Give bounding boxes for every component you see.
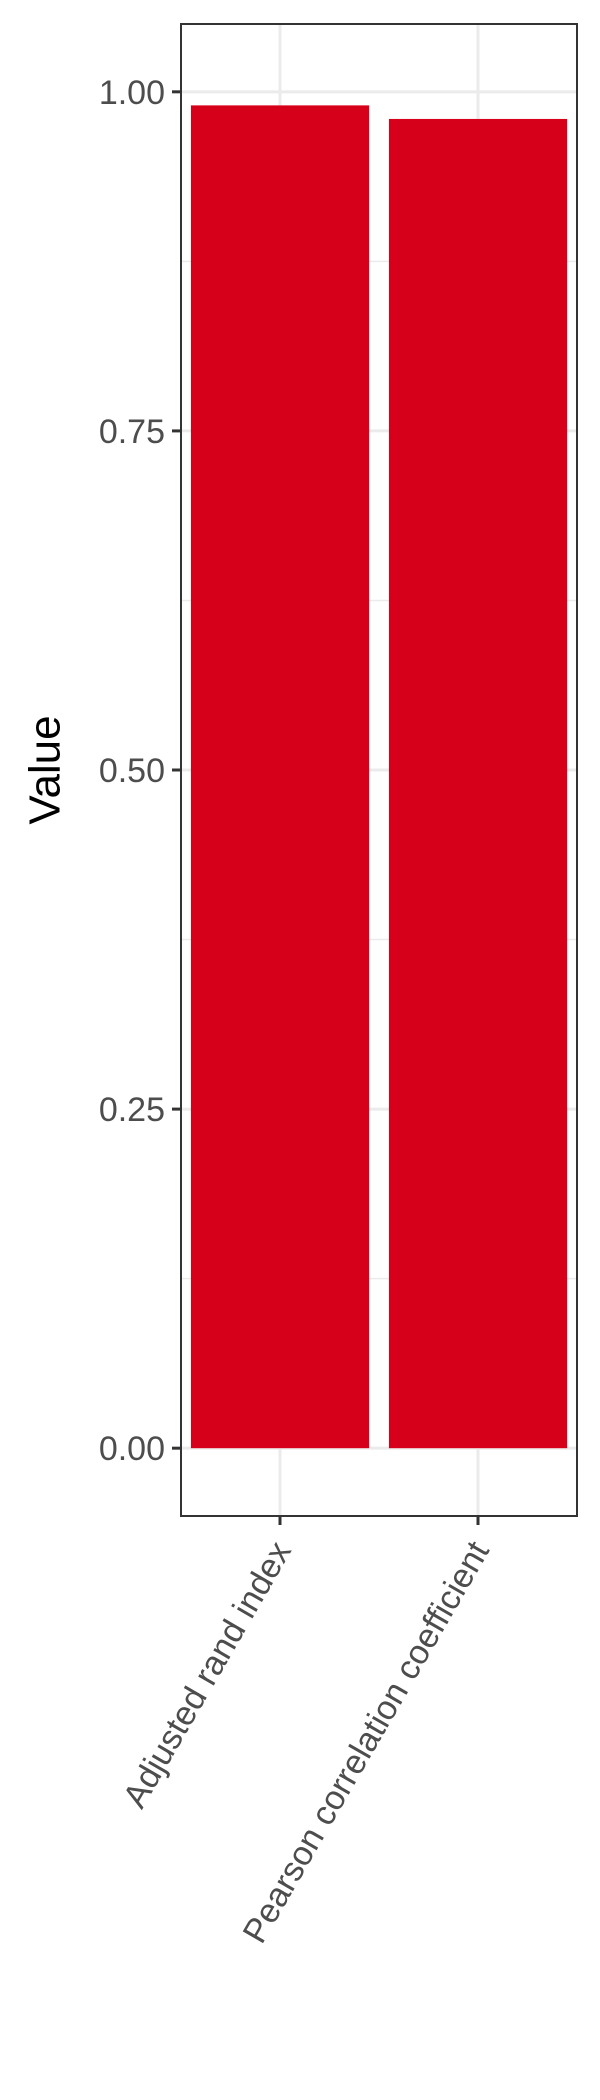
bars — [190, 105, 568, 1449]
x-tick-label: Adjusted rand index — [116, 1535, 299, 1814]
bar — [388, 118, 568, 1449]
y-tick-label: 0.50 — [99, 752, 165, 790]
y-tick-label: 0.25 — [99, 1091, 165, 1129]
y-tick-label: 0.75 — [99, 413, 165, 451]
y-axis-title: Value — [20, 715, 69, 824]
y-tick-label: 1.00 — [99, 74, 165, 112]
bar — [190, 105, 370, 1449]
y-axis: 0.00 0.25 0.50 0.75 1.00 — [99, 74, 181, 1468]
y-tick-label: 0.00 — [99, 1430, 165, 1468]
x-tick-label: Pearson correlation coefficient — [236, 1535, 498, 1950]
